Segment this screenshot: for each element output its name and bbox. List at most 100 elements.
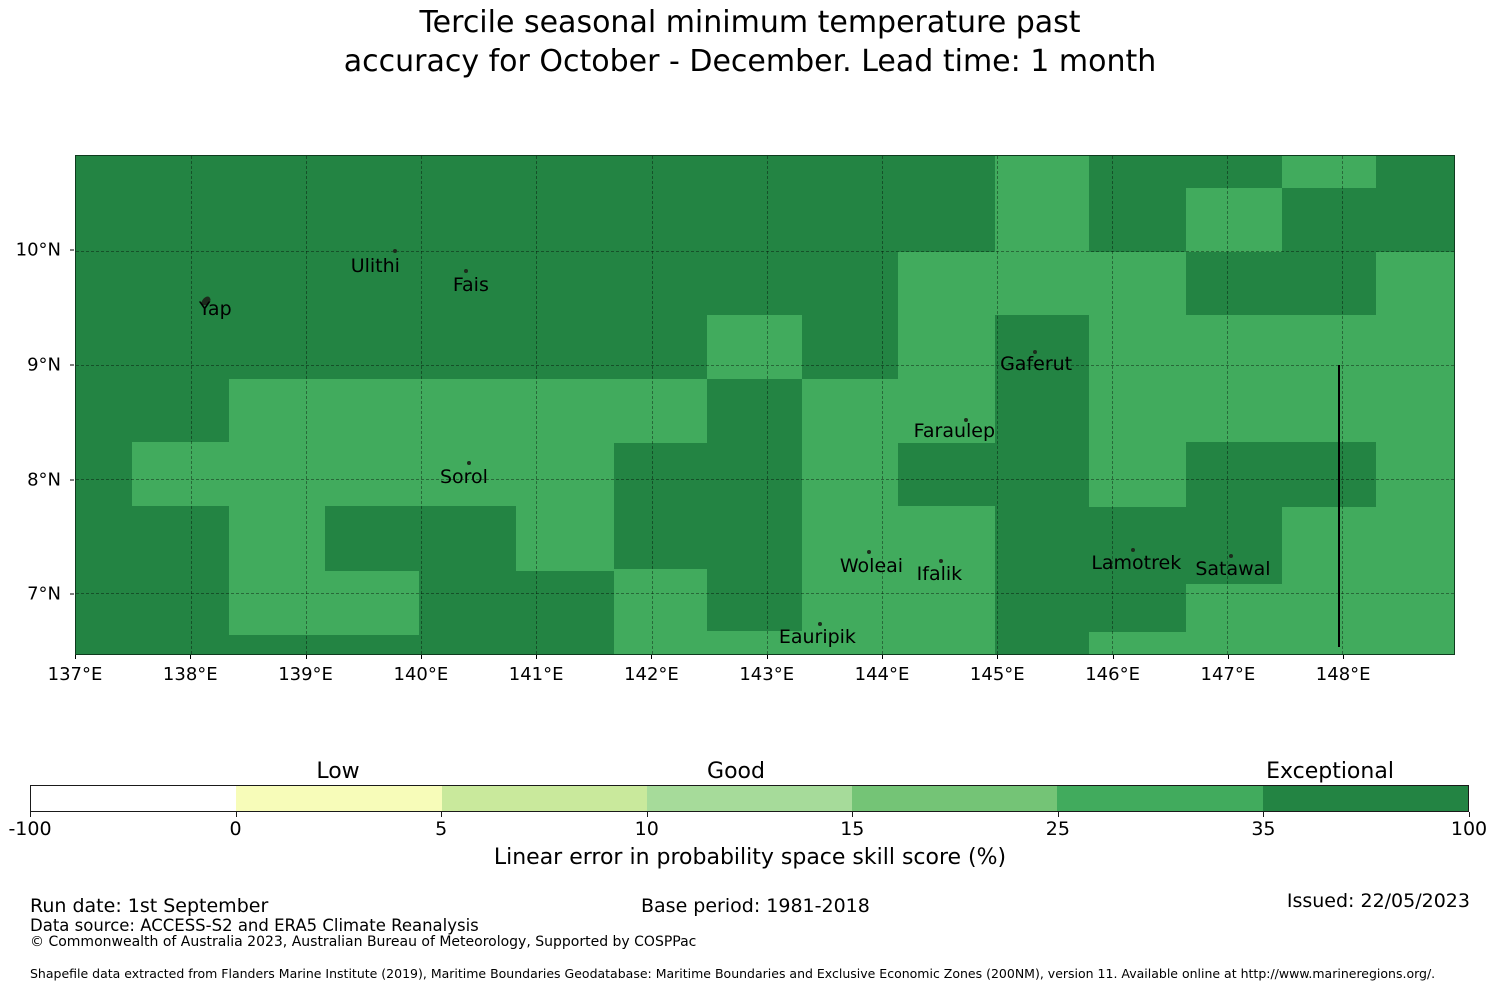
colorbar-category-label: Low (316, 759, 360, 784)
colorbar-tick-label: 10 (634, 818, 659, 840)
x-tick-label: 144°E (854, 664, 910, 685)
island-marker-icon (1228, 553, 1233, 558)
colorbar-segment (646, 786, 853, 811)
x-tick-label: 148°E (1315, 664, 1371, 685)
colorbar-tick-mark (1057, 812, 1059, 817)
x-tick-mark (766, 655, 768, 659)
island-marker-icon (867, 550, 872, 555)
mid-skill-region (324, 570, 420, 635)
island-label: Faraulep (913, 420, 996, 443)
chart-title-line1: Tercile seasonal minimum temperature pas… (419, 5, 1081, 40)
mid-skill-region (1089, 251, 1186, 507)
mid-skill-region (132, 441, 230, 506)
gridline-parallel (76, 593, 1454, 595)
gridline-parallel (76, 365, 1454, 367)
colorbar-bar (30, 785, 1469, 812)
mid-skill-region (706, 631, 803, 654)
island-marker-icon (1130, 548, 1135, 553)
mid-skill-region (515, 378, 614, 571)
y-tick-mark (70, 249, 74, 251)
island-label: Satawal (1195, 558, 1271, 581)
island-label: Fais (452, 274, 489, 297)
x-tick-mark (1112, 655, 1114, 659)
copyright-text: © Commonwealth of Australia 2023, Austra… (30, 934, 697, 950)
gridline-meridian (191, 156, 193, 654)
chart-title: Tercile seasonal minimum temperature pas… (0, 3, 1500, 81)
colorbar-tick-mark (646, 812, 648, 817)
colorbar-tick-label: 15 (840, 818, 865, 840)
island-marker-icon (464, 269, 469, 274)
colorbar-segment (236, 786, 442, 811)
island-label: Sorol (439, 465, 488, 488)
run-date-text: Run date: 1st September (30, 895, 269, 917)
mid-skill-region (1185, 187, 1283, 252)
gridline-meridian (881, 156, 883, 654)
island-marker-icon (1032, 350, 1037, 355)
colorbar-tick-label: 100 (1450, 818, 1488, 840)
colorbar-tick-mark (235, 812, 237, 817)
island-label: Lamotrek (1091, 551, 1182, 574)
x-tick-label: 137°E (47, 664, 103, 685)
mid-skill-region (802, 378, 898, 654)
x-tick-mark (997, 655, 999, 659)
x-tick-mark (190, 655, 192, 659)
island-label: Woleai (839, 555, 904, 578)
base-period-text: Base period: 1981-2018 (641, 895, 870, 917)
map-canvas: Yap Ulithi Fais Sorol Gaferut Faraulep Woleai I… (75, 155, 1455, 655)
y-tick-mark (70, 593, 74, 595)
colorbar-category-label: Exceptional (1266, 759, 1394, 784)
mid-skill-region (1375, 251, 1454, 654)
gridline-meridian (1112, 156, 1114, 654)
colorbar-tick-label: 5 (435, 818, 448, 840)
y-tick-mark (70, 364, 74, 366)
x-tick-mark (75, 655, 76, 659)
shapefile-note-text: Shapefile data extracted from Flanders M… (30, 966, 1436, 981)
island-marker-icon (466, 461, 471, 466)
x-tick-label: 140°E (393, 664, 449, 685)
mid-skill-region (324, 378, 420, 506)
x-axis: 137°E 138°E 139°E 140°E 141°E 142°E 143°E 144°E… (48, 655, 1455, 695)
x-tick-label: 142°E (624, 664, 679, 685)
x-tick-label: 139°E (278, 664, 333, 685)
mid-skill-region (1185, 584, 1283, 654)
island-label: Yap (198, 298, 232, 321)
y-tick-label: 8°N (27, 469, 61, 491)
island-label: Gaferut (1000, 352, 1073, 375)
gridline-meridian (766, 156, 768, 654)
x-tick-label: 138°E (162, 664, 218, 685)
colorbar-category-label: Good (707, 759, 765, 784)
gridline-meridian (1342, 156, 1344, 654)
colorbar: -100 0 5 10 15 25 35 100 (8, 785, 1487, 845)
island-label: Ulithi (350, 254, 400, 277)
island-marker-icon (817, 622, 822, 627)
mid-skill-region (419, 378, 516, 506)
colorbar-segment (31, 786, 237, 811)
gridline-meridian (536, 156, 538, 654)
y-tick-label: 9°N (27, 354, 61, 376)
mid-skill-region (1282, 506, 1376, 654)
colorbar-tick-mark (852, 812, 854, 817)
mid-skill-region (897, 505, 995, 654)
mid-skill-region (613, 378, 707, 443)
island-marker-icon (392, 248, 397, 253)
colorbar-tick-label: 0 (229, 818, 242, 840)
mid-skill-region (229, 378, 325, 635)
eez-boundary-line (1337, 365, 1340, 648)
colorbar-tick-mark (441, 812, 443, 817)
issued-date-text: Issued: 22/05/2023 (1286, 890, 1470, 912)
gridline-parallel (76, 479, 1454, 481)
x-tick-mark (651, 655, 653, 659)
gridline-meridian (996, 156, 998, 654)
x-tick-mark (882, 655, 884, 659)
mid-skill-region (1185, 314, 1376, 442)
colorbar-segment (441, 786, 647, 811)
colorbar-tick-label: 25 (1045, 818, 1070, 840)
colorbar-tick-mark (1469, 812, 1470, 817)
x-tick-label: 147°E (1200, 664, 1256, 685)
gridline-meridian (421, 156, 423, 654)
colorbar-tick-mark (1263, 812, 1265, 817)
x-tick-mark (1227, 655, 1229, 659)
x-tick-label: 146°E (1085, 664, 1140, 685)
x-tick-label: 143°E (739, 664, 795, 685)
